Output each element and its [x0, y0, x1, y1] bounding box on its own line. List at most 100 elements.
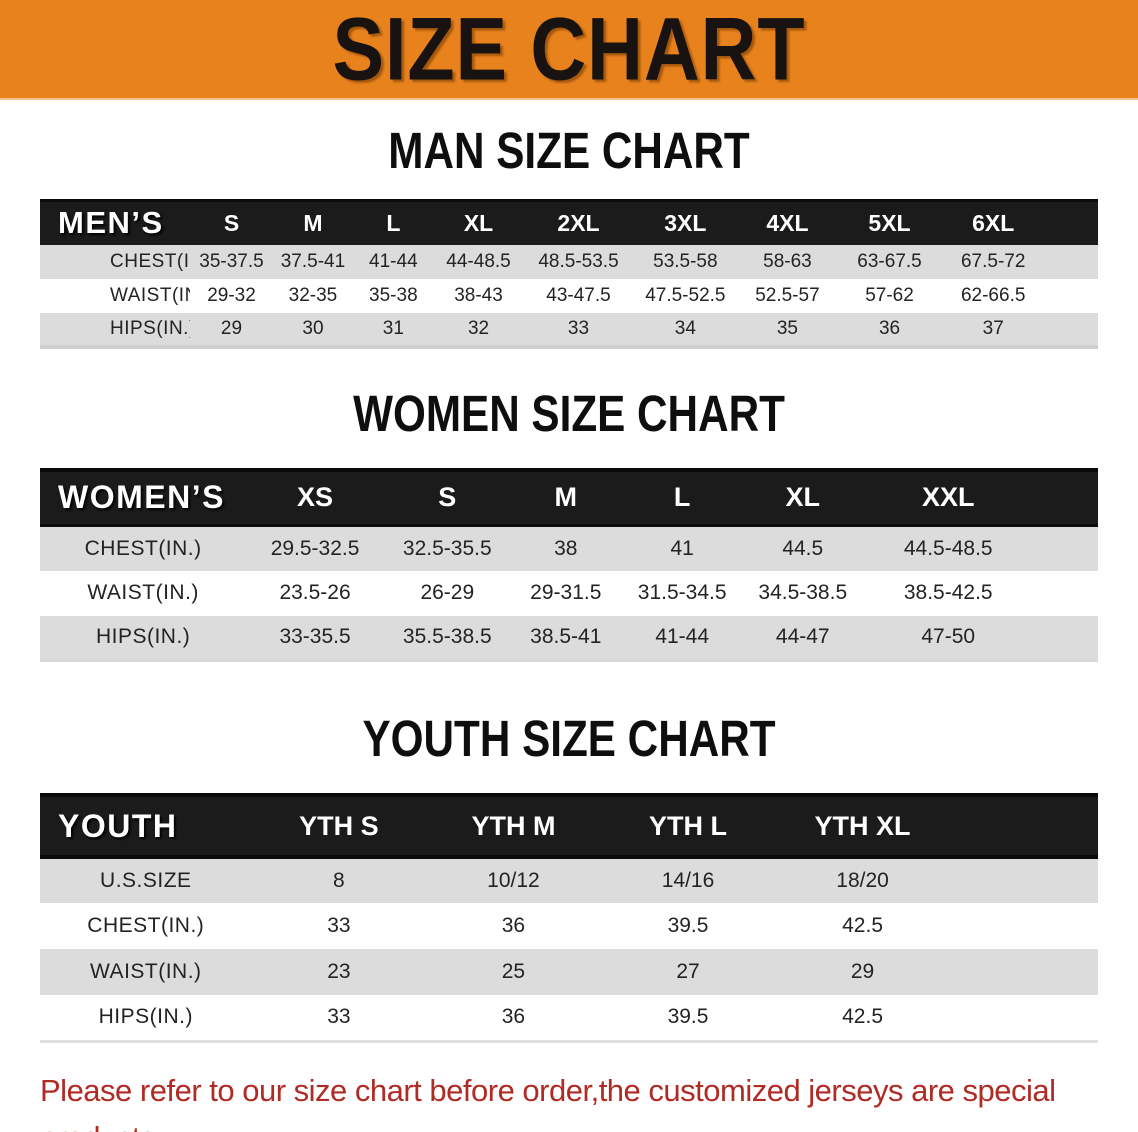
size-column-header: S [383, 467, 511, 527]
size-value-cell: 36 [837, 312, 942, 347]
spacer-cell [1045, 312, 1098, 347]
size-value-cell: 35 [737, 312, 838, 347]
size-value-cell: 39.5 [600, 903, 776, 949]
size-value-cell: 41-44 [620, 615, 744, 661]
youth-waist-row: WAIST(IN.) 23 25 27 29 [40, 949, 1098, 995]
size-value-cell: 26-29 [383, 570, 511, 616]
women-table-header-row: WOMEN’S XS S M L XL XXL [40, 467, 1098, 527]
size-value-cell: 67.5-72 [941, 244, 1046, 279]
youth-table-header-row: YOUTH YTH S YTH M YTH L YTH XL [40, 793, 1098, 859]
size-value-cell: 31.5-34.5 [620, 570, 744, 616]
size-value-cell: 35-38 [353, 278, 434, 313]
youth-group-label: YOUTH [40, 793, 252, 859]
measurement-label: HIPS(IN.) [40, 995, 252, 1041]
size-column-header: S [190, 200, 273, 245]
size-value-cell: 53.5-58 [633, 244, 738, 279]
spacer-cell [1045, 278, 1098, 313]
women-waist-row: WAIST(IN.) 23.5-26 26-29 29-31.5 31.5-34… [40, 570, 1098, 616]
size-column-header: L [620, 467, 744, 527]
size-value-cell: 42.5 [775, 995, 950, 1041]
size-value-cell: 38-43 [433, 278, 524, 313]
size-value-cell: 37.5-41 [272, 244, 354, 279]
measurement-label: CHEST(IN.) [40, 244, 191, 279]
size-value-cell: 32 [433, 312, 524, 347]
spacer-cell [949, 857, 1098, 903]
size-value-cell: 39.5 [600, 995, 776, 1041]
size-value-cell: 23 [251, 949, 427, 995]
size-value-cell: 29-31.5 [510, 570, 621, 616]
women-group-label: WOMEN’S [40, 467, 247, 527]
men-waist-row: WAIST(IN.) 29-32 32-35 35-38 38-43 43-47… [40, 278, 1098, 313]
size-value-cell: 29 [775, 949, 950, 995]
size-column-header: YTH M [426, 793, 601, 859]
spacer-cell [1034, 615, 1098, 661]
measurement-label: CHEST(IN.) [40, 525, 247, 571]
size-value-cell: 38.5-42.5 [862, 570, 1035, 616]
youth-ussize-row: U.S.SIZE 8 10/12 14/16 18/20 [40, 857, 1098, 903]
size-value-cell: 58-63 [737, 244, 838, 279]
youth-hips-row: HIPS(IN.) 33 36 39.5 42.5 [40, 995, 1098, 1041]
men-chest-row: CHEST(IN.) 35-37.5 37.5-41 41-44 44-48.5… [40, 244, 1098, 279]
size-value-cell: 47.5-52.5 [633, 278, 738, 313]
size-value-cell: 8 [251, 857, 427, 903]
size-column-header: M [510, 467, 621, 527]
size-value-cell: 29 [190, 312, 273, 347]
size-value-cell: 38.5-41 [510, 615, 621, 661]
size-value-cell: 41 [620, 525, 744, 571]
size-value-cell: 42.5 [775, 903, 950, 949]
spacer-cell [949, 949, 1098, 995]
spacer-cell [949, 995, 1098, 1041]
measurement-label: U.S.SIZE [40, 857, 252, 903]
size-value-cell: 35.5-38.5 [383, 615, 511, 661]
measurement-label: HIPS(IN.) [40, 615, 247, 661]
size-value-cell: 14/16 [600, 857, 776, 903]
women-section-heading: WOMEN SIZE CHART [353, 385, 785, 443]
size-value-cell: 44-48.5 [433, 244, 524, 279]
size-column-header: L [353, 200, 434, 245]
size-value-cell: 32.5-35.5 [383, 525, 511, 571]
size-value-cell: 34 [633, 312, 738, 347]
size-value-cell: 63-67.5 [837, 244, 942, 279]
men-group-label: MEN’S [40, 200, 191, 245]
women-hips-row: HIPS(IN.) 33-35.5 35.5-38.5 38.5-41 41-4… [40, 615, 1098, 661]
size-value-cell: 33 [523, 312, 634, 347]
men-section-heading: MAN SIZE CHART [388, 123, 750, 180]
size-value-cell: 31 [353, 312, 434, 347]
size-value-cell: 62-66.5 [941, 278, 1046, 313]
measurement-label: WAIST(IN.) [40, 949, 252, 995]
measurement-label: WAIST(IN.) [40, 570, 247, 616]
size-column-header: XL [433, 200, 524, 245]
size-column-header: XXL [862, 467, 1035, 527]
size-value-cell: 44-47 [743, 615, 863, 661]
size-column-header: YTH XL [775, 793, 950, 859]
size-value-cell: 18/20 [775, 857, 950, 903]
size-column-header: 2XL [523, 200, 634, 245]
order-disclaimer: Please refer to our size chart before or… [40, 1067, 1098, 1132]
size-value-cell: 36 [426, 903, 601, 949]
size-value-cell: 47-50 [862, 615, 1035, 661]
size-column-header: YTH L [600, 793, 776, 859]
size-chart-banner: SIZE CHART [0, 0, 1138, 100]
size-value-cell: 44.5 [743, 525, 863, 571]
women-chest-row: CHEST(IN.) 29.5-32.5 32.5-35.5 38 41 44.… [40, 525, 1098, 571]
measurement-label: HIPS(IN.) [40, 312, 191, 347]
spacer-cell [1034, 525, 1098, 571]
size-column-header: XS [246, 467, 384, 527]
size-column-header: 5XL [837, 200, 942, 245]
youth-section-heading: YOUTH SIZE CHART [362, 711, 776, 768]
youth-size-table: YOUTH YTH S YTH M YTH L YTH XL U.S.SIZE … [40, 793, 1098, 1043]
measurement-label: WAIST(IN.) [40, 278, 191, 313]
spacer-cell [1034, 570, 1098, 616]
disclaimer-line-1: Please refer to our size chart before or… [40, 1072, 1056, 1132]
size-value-cell: 30 [272, 312, 354, 347]
spacer-cell [1034, 467, 1098, 527]
size-value-cell: 33-35.5 [246, 615, 384, 661]
men-size-table: MEN’S S M L XL 2XL 3XL 4XL 5XL 6XL CHEST… [40, 199, 1098, 349]
page-title: SIZE CHART [332, 0, 806, 99]
measurement-label: CHEST(IN.) [40, 903, 252, 949]
youth-chest-row: CHEST(IN.) 33 36 39.5 42.5 [40, 903, 1098, 949]
size-value-cell: 36 [426, 995, 601, 1041]
size-value-cell: 41-44 [353, 244, 434, 279]
size-value-cell: 43-47.5 [523, 278, 634, 313]
size-value-cell: 27 [600, 949, 776, 995]
